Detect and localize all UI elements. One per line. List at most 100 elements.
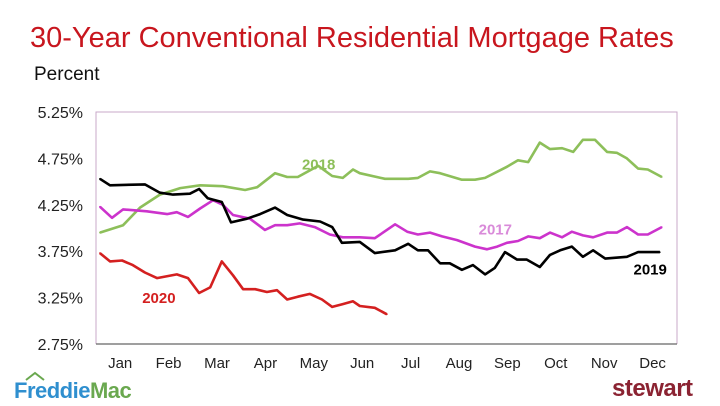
data-point-2018 xyxy=(331,175,333,177)
data-point-2018 xyxy=(297,176,299,178)
data-point-2017 xyxy=(166,213,168,215)
data-point-2019 xyxy=(109,184,111,187)
data-point-2020 xyxy=(176,273,178,276)
data-point-2019 xyxy=(246,217,248,220)
data-point-2020 xyxy=(221,260,223,263)
y-tick-label: 3.75% xyxy=(38,244,83,261)
data-point-2017 xyxy=(298,222,301,225)
data-point-2018 xyxy=(286,176,288,178)
data-point-2019 xyxy=(449,262,451,265)
data-point-2018 xyxy=(549,148,551,150)
data-point-2020 xyxy=(331,306,333,308)
data-point-2019 xyxy=(659,251,661,253)
x-tick-label: May xyxy=(300,355,329,372)
data-point-2017 xyxy=(539,237,541,240)
data-point-2018 xyxy=(99,231,101,234)
x-tick-label: Jan xyxy=(108,355,132,372)
data-point-2017 xyxy=(373,237,376,240)
data-point-2017 xyxy=(660,226,663,228)
data-point-2019 xyxy=(570,245,573,248)
data-point-2019 xyxy=(549,254,551,256)
data-point-2018 xyxy=(122,224,124,227)
data-point-2020 xyxy=(266,291,268,293)
data-point-2018 xyxy=(484,177,486,179)
data-point-2018 xyxy=(637,167,639,170)
data-point-2018 xyxy=(660,176,663,178)
data-point-2018 xyxy=(474,178,476,181)
data-point-2020 xyxy=(232,274,234,277)
data-point-2017 xyxy=(342,236,344,239)
x-tick-label: Feb xyxy=(156,355,182,372)
data-point-2018 xyxy=(317,165,319,167)
data-point-2017 xyxy=(486,248,488,251)
data-point-2018 xyxy=(626,157,628,160)
data-point-2019 xyxy=(472,264,474,266)
data-point-2017 xyxy=(626,226,628,228)
x-tick-label: Jun xyxy=(350,355,374,372)
data-point-2017 xyxy=(592,236,594,239)
data-point-2020 xyxy=(352,300,354,303)
data-point-2018 xyxy=(527,161,530,163)
data-point-2019 xyxy=(626,255,628,258)
data-point-2019 xyxy=(144,183,146,186)
y-tick-label: 5.25% xyxy=(38,105,83,122)
data-point-2018 xyxy=(461,178,463,181)
data-point-2020 xyxy=(342,303,344,305)
data-point-2018 xyxy=(615,152,618,154)
data-point-2017 xyxy=(570,230,573,233)
data-point-2018 xyxy=(561,147,563,149)
data-point-2017 xyxy=(232,214,234,216)
data-point-2017 xyxy=(549,231,551,234)
x-tick-label: Oct xyxy=(544,355,568,372)
data-point-2018 xyxy=(256,186,258,188)
stewart-logo: stewart xyxy=(612,375,693,402)
data-point-2019 xyxy=(358,241,361,243)
y-axis-label: Percent xyxy=(34,64,100,85)
freddie-mac-logo-part2: Mac xyxy=(89,378,132,403)
data-point-2020 xyxy=(386,313,388,316)
series-line-2017 xyxy=(99,198,663,251)
data-point-2017 xyxy=(646,233,649,236)
x-tick-label: Apr xyxy=(254,355,277,372)
series-line-2018 xyxy=(99,138,663,234)
data-point-2018 xyxy=(384,178,386,180)
data-point-2018 xyxy=(506,165,508,168)
x-tick-label: Sep xyxy=(494,355,521,372)
data-point-2017 xyxy=(637,233,639,236)
data-point-2018 xyxy=(646,168,649,171)
data-point-2017 xyxy=(527,235,530,238)
series-line-2020 xyxy=(99,252,388,316)
series-label-2019: 2019 xyxy=(633,261,666,278)
data-point-2017 xyxy=(313,226,316,228)
data-point-2019 xyxy=(407,242,409,245)
data-point-2017 xyxy=(122,208,124,211)
data-point-2019 xyxy=(637,251,639,253)
data-point-2019 xyxy=(582,255,584,258)
data-point-2020 xyxy=(358,305,361,307)
data-point-2017 xyxy=(111,216,113,219)
data-point-2020 xyxy=(198,292,200,294)
data-point-2019 xyxy=(525,258,528,261)
data-point-2020 xyxy=(144,271,146,274)
y-tick-label: 4.75% xyxy=(38,151,83,168)
freddie-mac-roof-icon xyxy=(25,371,45,381)
data-point-2018 xyxy=(407,178,409,180)
data-point-2017 xyxy=(582,234,584,237)
data-point-2019 xyxy=(331,226,333,228)
data-point-2020 xyxy=(373,307,376,309)
data-point-2017 xyxy=(176,211,178,214)
data-point-2017 xyxy=(429,231,431,234)
x-tick-label: Mar xyxy=(204,355,230,372)
data-point-2019 xyxy=(259,213,261,215)
data-point-2018 xyxy=(582,139,584,141)
data-point-2018 xyxy=(352,168,354,171)
data-point-2017 xyxy=(474,245,476,248)
data-point-2018 xyxy=(594,139,596,141)
data-point-2019 xyxy=(516,258,518,261)
data-point-2019 xyxy=(427,249,429,252)
data-point-2019 xyxy=(99,178,101,180)
data-point-2017 xyxy=(506,242,508,244)
data-point-2019 xyxy=(221,201,223,203)
data-point-2019 xyxy=(394,249,396,252)
